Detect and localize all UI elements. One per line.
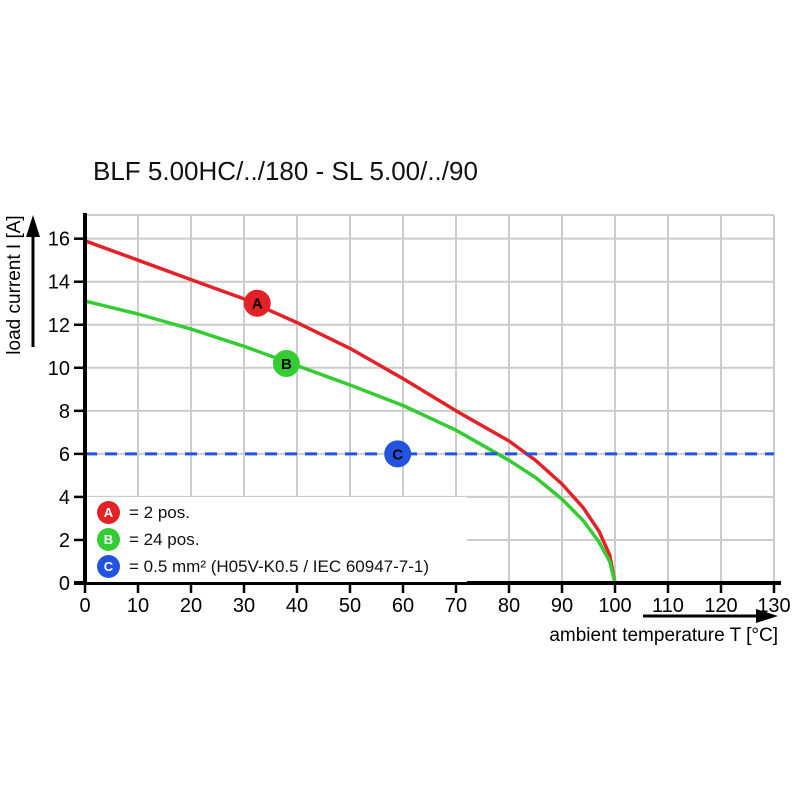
legend-item: A = 2 pos.: [97, 500, 467, 525]
y-tick-label: 12: [48, 315, 70, 337]
legend-symbol-a: A: [97, 501, 120, 524]
y-tick-label: 10: [48, 358, 70, 380]
plot-area: 0 10 20 30 40 50 60 70 80 90 100 110 120 130 0 2 4 6 8 10 12…: [48, 213, 791, 617]
legend-item: B = 24 pos.: [97, 527, 467, 552]
y-tick-label: 6: [59, 444, 70, 466]
legend-item-label: = 24 pos.: [129, 529, 200, 549]
marker-A-letter: A: [252, 296, 263, 313]
x-tick-label: 60: [392, 595, 414, 617]
legend-item: C = 0.5 mm² (H05V-K0.5 / IEC 60947-7-1): [97, 554, 467, 579]
y-tick-label: 0: [59, 573, 70, 595]
legend-symbol-c: C: [97, 555, 120, 578]
x-tick-label: 100: [598, 595, 631, 617]
y-axis-arrow: [26, 215, 40, 347]
series-B-curve: [84, 299, 617, 584]
x-tick-label: 80: [498, 595, 520, 617]
x-tick-label: 90: [551, 595, 573, 617]
marker-C: [384, 440, 412, 468]
x-axis-arrow: [643, 609, 778, 623]
series-A-curve: [84, 239, 617, 584]
y-tick-label: 16: [48, 229, 70, 251]
chart-title: BLF 5.00HC/../180 - SL 5.00/../90: [93, 156, 478, 186]
y-tick-label: 8: [59, 401, 70, 423]
y-axis-label: load current I [A]: [4, 215, 25, 354]
x-axis-label: ambient temperature T [°C]: [549, 625, 778, 646]
x-tick-label: 110: [652, 595, 684, 617]
x-tick-label: 10: [127, 595, 149, 617]
y-tick-label: 2: [59, 530, 70, 552]
y-tick-label: 4: [59, 487, 70, 509]
x-tick-label: 40: [286, 595, 308, 617]
x-tick-label: 20: [180, 595, 202, 617]
marker-B-letter: B: [281, 356, 292, 373]
x-tick-label: 0: [79, 595, 90, 617]
legend-item-label: = 2 pos.: [129, 502, 190, 522]
marker-C-letter: C: [392, 446, 403, 463]
marker-B: [272, 349, 300, 377]
x-tick-label: 120: [704, 595, 737, 617]
x-tick-label: 70: [445, 595, 467, 617]
legend-item-label: = 0.5 mm² (H05V-K0.5 / IEC 60947-7-1): [129, 556, 429, 576]
x-tick-label: 30: [233, 595, 255, 617]
legend-symbol-b: B: [97, 528, 120, 551]
marker-A: [243, 289, 271, 317]
x-tick-label: 130: [757, 595, 790, 617]
y-tick-label: 14: [48, 272, 70, 294]
x-tick-label: 50: [339, 595, 361, 617]
legend: A = 2 pos. B = 24 pos. C = 0.5 mm² (H05V-K0.5…: [87, 497, 467, 582]
